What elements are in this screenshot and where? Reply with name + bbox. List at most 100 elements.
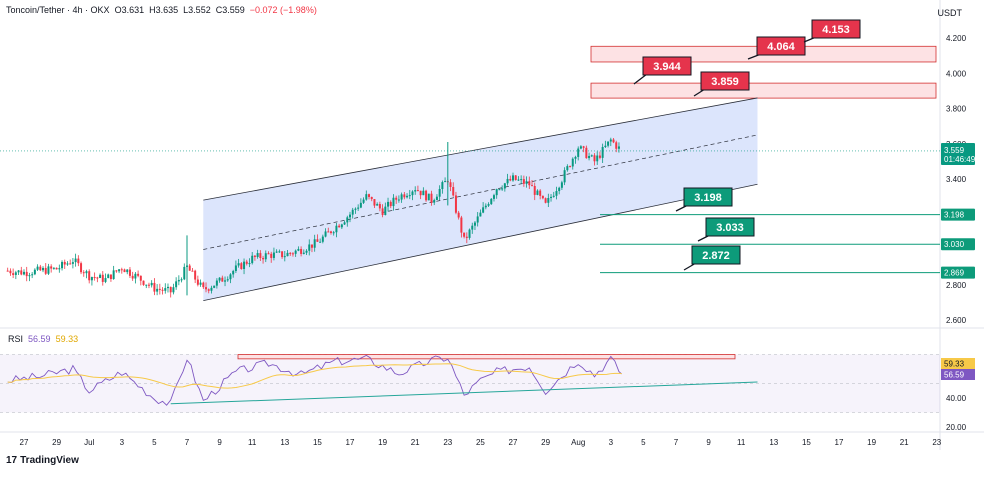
candle-body xyxy=(158,288,161,290)
candle-body xyxy=(495,189,498,196)
candle-body xyxy=(509,178,512,181)
candle-body xyxy=(427,193,430,201)
time-tick-label: 9 xyxy=(217,438,222,447)
candle-body xyxy=(44,267,47,274)
target-4153-box xyxy=(811,19,861,39)
time-tick-label: 5 xyxy=(641,438,646,447)
candle-body xyxy=(224,280,227,282)
candle-body xyxy=(492,195,495,199)
candle-body xyxy=(259,253,262,258)
candle-body xyxy=(604,145,607,148)
candle-body xyxy=(118,269,121,272)
candle-body xyxy=(419,190,422,196)
candle-body xyxy=(221,277,224,282)
time-tick-label: 13 xyxy=(280,438,289,447)
rsi-value-tag-bg xyxy=(941,369,975,380)
candle-body xyxy=(308,244,311,251)
level-tag-3-bg xyxy=(941,266,975,279)
time-tick-label: 5 xyxy=(152,438,157,447)
currency-label[interactable]: USDT xyxy=(937,8,963,18)
candle-body xyxy=(327,231,330,233)
candle-body xyxy=(484,205,487,208)
candle-body xyxy=(501,188,504,190)
candle-body xyxy=(302,252,305,254)
countdown-tag: 01:46:49 xyxy=(944,155,976,164)
symbol-name[interactable]: Toncoin/Tether · 4h · OKX xyxy=(6,5,110,15)
candle-body xyxy=(528,181,531,186)
candle-body xyxy=(180,279,183,281)
candle-body xyxy=(61,261,64,269)
candle-body xyxy=(17,270,20,273)
candle-body xyxy=(346,217,349,223)
candle-body xyxy=(612,139,615,143)
price-tick-label: 4.200 xyxy=(946,34,967,43)
channel-fill xyxy=(203,97,758,301)
candle-body xyxy=(498,189,501,191)
candle-body xyxy=(335,225,338,233)
target-4153: 4.153 xyxy=(822,24,850,36)
time-tick-label: 27 xyxy=(20,438,29,447)
candle-body xyxy=(397,199,400,201)
channel-mid-line xyxy=(203,134,758,250)
candle-body xyxy=(403,194,406,198)
candle-body xyxy=(283,256,286,258)
time-tick-label: 17 xyxy=(835,438,844,447)
candle-body xyxy=(82,272,85,274)
candle-body xyxy=(12,273,15,275)
time-tick-label: 29 xyxy=(52,438,61,447)
candle-body xyxy=(262,257,265,260)
time-tick-label: 7 xyxy=(674,438,679,447)
price-tick-label: 4.000 xyxy=(946,69,967,78)
candle-body xyxy=(454,195,457,213)
candle-body xyxy=(205,287,208,290)
candle-body xyxy=(381,208,384,215)
rsi-label[interactable]: RSI xyxy=(8,334,24,344)
candle-body xyxy=(359,202,362,208)
close-value: C3.559 xyxy=(215,5,245,15)
candle-body xyxy=(23,271,25,275)
support-2872: 2.872 xyxy=(702,250,730,262)
time-tick-label: 11 xyxy=(248,438,257,447)
candle-body xyxy=(188,265,191,271)
candle-body xyxy=(517,179,520,181)
candle-body xyxy=(213,285,216,288)
candle-body xyxy=(150,282,153,286)
level-tag-1: 3.198 xyxy=(944,211,965,220)
candle-body xyxy=(425,190,428,201)
candle-body xyxy=(615,142,618,149)
level-tag-2: 3.030 xyxy=(944,240,965,249)
target-3859: 3.859 xyxy=(711,76,739,88)
candle-body xyxy=(90,277,93,281)
rsi-line xyxy=(7,354,622,406)
candle-body xyxy=(137,273,140,276)
candle-body xyxy=(69,263,72,265)
tradingview-logo[interactable]: 17 TradingView xyxy=(6,455,79,466)
candle-body xyxy=(126,269,129,273)
candle-body xyxy=(463,232,466,237)
time-tick-label: 29 xyxy=(541,438,550,447)
time-tick-label: 13 xyxy=(769,438,778,447)
price-tick-label: 3.800 xyxy=(946,105,967,114)
time-tick-label: Jul xyxy=(84,438,94,447)
candle-body xyxy=(482,207,485,213)
candle-body xyxy=(351,209,354,215)
candle-body xyxy=(607,141,610,146)
candle-body xyxy=(354,208,357,210)
candle-body xyxy=(128,269,131,276)
candles-group xyxy=(6,137,620,298)
candle-body xyxy=(376,204,379,206)
candle-body xyxy=(196,279,199,285)
candle-body xyxy=(609,139,612,142)
candle-body xyxy=(343,222,346,225)
candle-body xyxy=(291,253,294,255)
candle-body xyxy=(473,222,476,226)
candle-body xyxy=(251,255,254,264)
candle-body xyxy=(99,274,102,278)
candle-body xyxy=(460,217,463,233)
candle-body xyxy=(47,266,50,274)
candle-body xyxy=(514,175,517,181)
price-tick-label: 3.400 xyxy=(946,175,967,184)
candle-body xyxy=(471,225,474,230)
